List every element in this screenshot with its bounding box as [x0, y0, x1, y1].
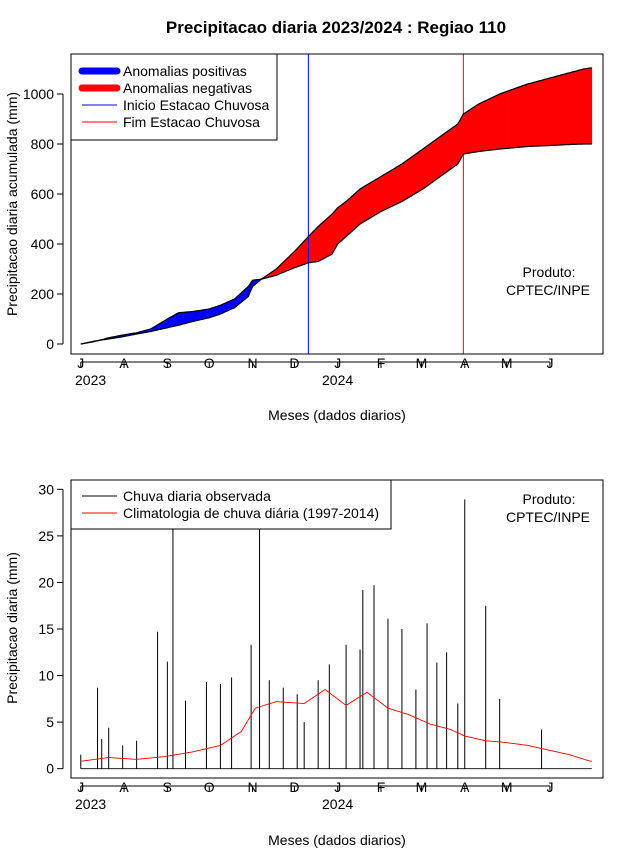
y-tick-label: 0: [46, 336, 54, 352]
legend-box: [70, 479, 392, 530]
year-label-2023: 2023: [75, 372, 106, 388]
y-tick-label: 25: [38, 528, 54, 544]
y-tick-label: 400: [31, 236, 55, 252]
x-tick-label: A: [460, 355, 470, 371]
y-tick-label: 30: [38, 481, 54, 497]
legend-label-positive: Anomalias positivas: [123, 63, 247, 79]
y-tick-label: 200: [31, 286, 55, 302]
x-tick-label: A: [119, 355, 129, 371]
x-tick-label: F: [377, 355, 386, 371]
x-tick-label: N: [247, 779, 257, 795]
x-tick-label: S: [163, 355, 172, 371]
year-label-2024: 2024: [322, 372, 353, 388]
annotation-produto: Produto:: [523, 491, 576, 507]
x-tick-label: J: [546, 779, 553, 795]
y-tick-label: 5: [46, 714, 54, 730]
x-axis-label: Meses (dados diarios): [268, 832, 406, 848]
x-axis-label: Meses (dados diarios): [268, 407, 406, 423]
annotation-produto: Produto:: [523, 264, 576, 280]
year-label-2024: 2024: [322, 796, 353, 812]
y-axis-label: Precipitacao diaria acumulada (mm): [4, 92, 20, 316]
x-tick-label: N: [247, 355, 257, 371]
x-tick-label: D: [289, 355, 299, 371]
y-tick-label: 800: [31, 136, 55, 152]
climatology-accumulated-line: [80, 67, 592, 345]
x-tick-label: J: [334, 355, 341, 371]
x-tick-label: D: [289, 779, 299, 795]
chart-title: Precipitacao diaria 2023/2024 : Regiao 1…: [166, 18, 506, 37]
y-tick-label: 20: [38, 574, 54, 590]
legend-label-observed: Chuva diaria observada: [123, 488, 271, 504]
y-tick-label: 600: [31, 186, 55, 202]
y-tick-label: 1000: [23, 86, 54, 102]
annotation-source: CPTEC/INPE: [506, 509, 590, 525]
x-tick-label: J: [546, 355, 553, 371]
observed-daily-bars: [80, 499, 592, 770]
anomaly-segment: [590, 67, 593, 145]
observed-accumulated-line: [80, 143, 592, 345]
annotation-source: CPTEC/INPE: [506, 282, 590, 298]
x-tick-label: O: [204, 779, 215, 795]
legend-label-negative: Anomalias negativas: [123, 80, 252, 96]
x-tick-label: J: [334, 779, 341, 795]
y-tick-label: 15: [38, 621, 54, 637]
x-tick-label: O: [204, 355, 215, 371]
x-tick-label: M: [416, 355, 428, 371]
x-tick-label: J: [77, 779, 84, 795]
x-tick-label: M: [416, 779, 428, 795]
plot-frame: [70, 53, 604, 355]
legend: Anomalias positivas Anomalias negativas …: [70, 53, 278, 141]
year-label-2023: 2023: [75, 796, 106, 812]
x-tick-label: S: [163, 779, 172, 795]
x-tick-label: F: [377, 779, 386, 795]
daily-precipitation-chart: 0 5 10 15 20 25 30 J A S O N D J F M A M J Precipitacao d…: [4, 479, 604, 848]
climatology-daily-line: [80, 688, 592, 762]
y-tick-label: 0: [46, 761, 54, 777]
x-tick-label: A: [119, 779, 129, 795]
y-axis: 0 5 10 15 20 25 30: [38, 481, 64, 777]
legend-label-climatology: Climatologia de chuva diária (1997-2014): [123, 505, 379, 521]
y-axis: 0 200 400 600 800 1000: [23, 86, 64, 352]
legend-label-end: Fim Estacao Chuvosa: [123, 114, 260, 130]
x-tick-label: M: [501, 355, 513, 371]
legend: Chuva diaria observada Climatologia de c…: [70, 479, 392, 530]
legend-label-start: Inicio Estacao Chuvosa: [123, 97, 270, 113]
x-tick-label: A: [460, 779, 470, 795]
accumulated-precipitation-chart: 0 200 400 600 800 1000 J A S O N D J F M A M J Precipita…: [4, 53, 604, 423]
x-tick-label: J: [77, 355, 84, 371]
y-tick-label: 10: [38, 668, 54, 684]
y-axis-label: Precipitacao diaria (mm): [4, 552, 20, 704]
x-tick-label: M: [501, 779, 513, 795]
